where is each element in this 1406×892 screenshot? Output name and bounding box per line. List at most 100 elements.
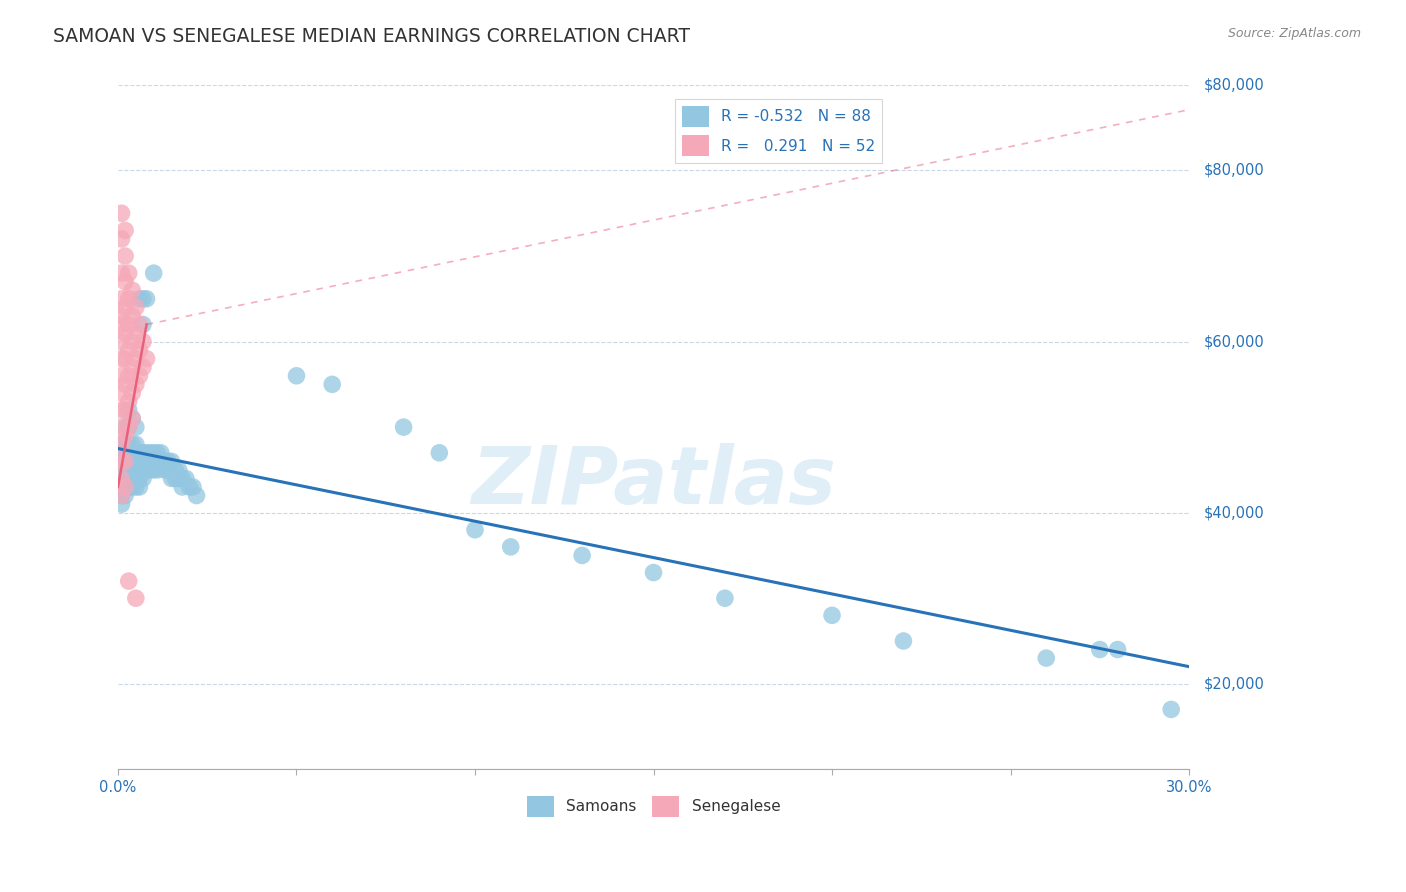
Point: [118, 446, 141, 460]
Point: [118, 403, 141, 417]
Point: [110, 480, 132, 494]
Point: [110, 437, 132, 451]
Point: [114, 301, 136, 315]
Point: [821, 608, 844, 623]
Point: [128, 471, 150, 485]
Point: [110, 489, 132, 503]
Point: [285, 368, 308, 383]
Point: [114, 489, 136, 503]
Point: [114, 480, 136, 494]
Point: [153, 463, 176, 477]
Point: [118, 368, 141, 383]
Point: [135, 454, 157, 468]
Text: $40,000: $40,000: [1204, 505, 1264, 520]
Point: [165, 471, 187, 485]
Point: [110, 446, 132, 460]
Point: [110, 266, 132, 280]
Point: [160, 454, 183, 468]
Point: [146, 446, 169, 460]
Point: [181, 480, 204, 494]
Point: [110, 403, 132, 417]
Point: [114, 471, 136, 485]
Point: [110, 471, 132, 485]
Point: [172, 480, 194, 494]
Point: [125, 377, 148, 392]
Point: [125, 326, 148, 340]
Point: [121, 437, 143, 451]
Point: [128, 454, 150, 468]
Point: [125, 351, 148, 366]
Point: [132, 360, 155, 375]
Point: [125, 437, 148, 451]
Point: [110, 489, 132, 503]
Point: [149, 454, 172, 468]
Point: [135, 351, 157, 366]
Point: [392, 420, 415, 434]
Point: [125, 454, 148, 468]
Point: [142, 446, 165, 460]
Text: $20,000: $20,000: [1204, 676, 1264, 691]
Point: [128, 343, 150, 358]
Point: [121, 411, 143, 425]
Point: [118, 394, 141, 409]
Point: [121, 360, 143, 375]
Text: SAMOAN VS SENEGALESE MEDIAN EARNINGS CORRELATION CHART: SAMOAN VS SENEGALESE MEDIAN EARNINGS COR…: [53, 27, 690, 45]
Point: [114, 377, 136, 392]
Point: [118, 318, 141, 332]
Point: [121, 471, 143, 485]
Point: [118, 471, 141, 485]
Point: [110, 334, 132, 349]
Point: [464, 523, 486, 537]
Point: [118, 266, 141, 280]
Point: [110, 232, 132, 246]
Point: [118, 420, 141, 434]
Legend: Samoans, Senegalese: Samoans, Senegalese: [520, 789, 786, 823]
Point: [714, 591, 737, 606]
Point: [114, 446, 136, 460]
Point: [132, 463, 155, 477]
Point: [139, 446, 162, 460]
Point: [135, 292, 157, 306]
Point: [153, 454, 176, 468]
Point: [321, 377, 343, 392]
Point: [165, 463, 187, 477]
Point: [132, 471, 155, 485]
Point: [139, 463, 162, 477]
Point: [132, 454, 155, 468]
Text: $60,000: $60,000: [1204, 334, 1264, 349]
Point: [125, 463, 148, 477]
Point: [110, 318, 132, 332]
Point: [125, 471, 148, 485]
Point: [110, 454, 132, 468]
Text: ZIPatlas: ZIPatlas: [471, 442, 837, 521]
Point: [114, 420, 136, 434]
Point: [121, 454, 143, 468]
Point: [1035, 651, 1057, 665]
Point: [499, 540, 522, 554]
Point: [160, 471, 183, 485]
Point: [156, 463, 179, 477]
Text: Source: ZipAtlas.com: Source: ZipAtlas.com: [1227, 27, 1361, 40]
Point: [110, 368, 132, 383]
Point: [186, 489, 208, 503]
Point: [118, 437, 141, 451]
Point: [114, 351, 136, 366]
Point: [174, 471, 197, 485]
Point: [118, 480, 141, 494]
Point: [1160, 702, 1182, 716]
Point: [110, 437, 132, 451]
Point: [142, 266, 165, 280]
Point: [121, 309, 143, 323]
Point: [156, 454, 179, 468]
Point: [114, 463, 136, 477]
Point: [114, 249, 136, 263]
Point: [121, 480, 143, 494]
Point: [110, 292, 132, 306]
Point: [146, 463, 169, 477]
Point: [110, 420, 132, 434]
Point: [128, 446, 150, 460]
Point: [118, 292, 141, 306]
Point: [1107, 642, 1129, 657]
Point: [110, 385, 132, 400]
Point: [135, 446, 157, 460]
